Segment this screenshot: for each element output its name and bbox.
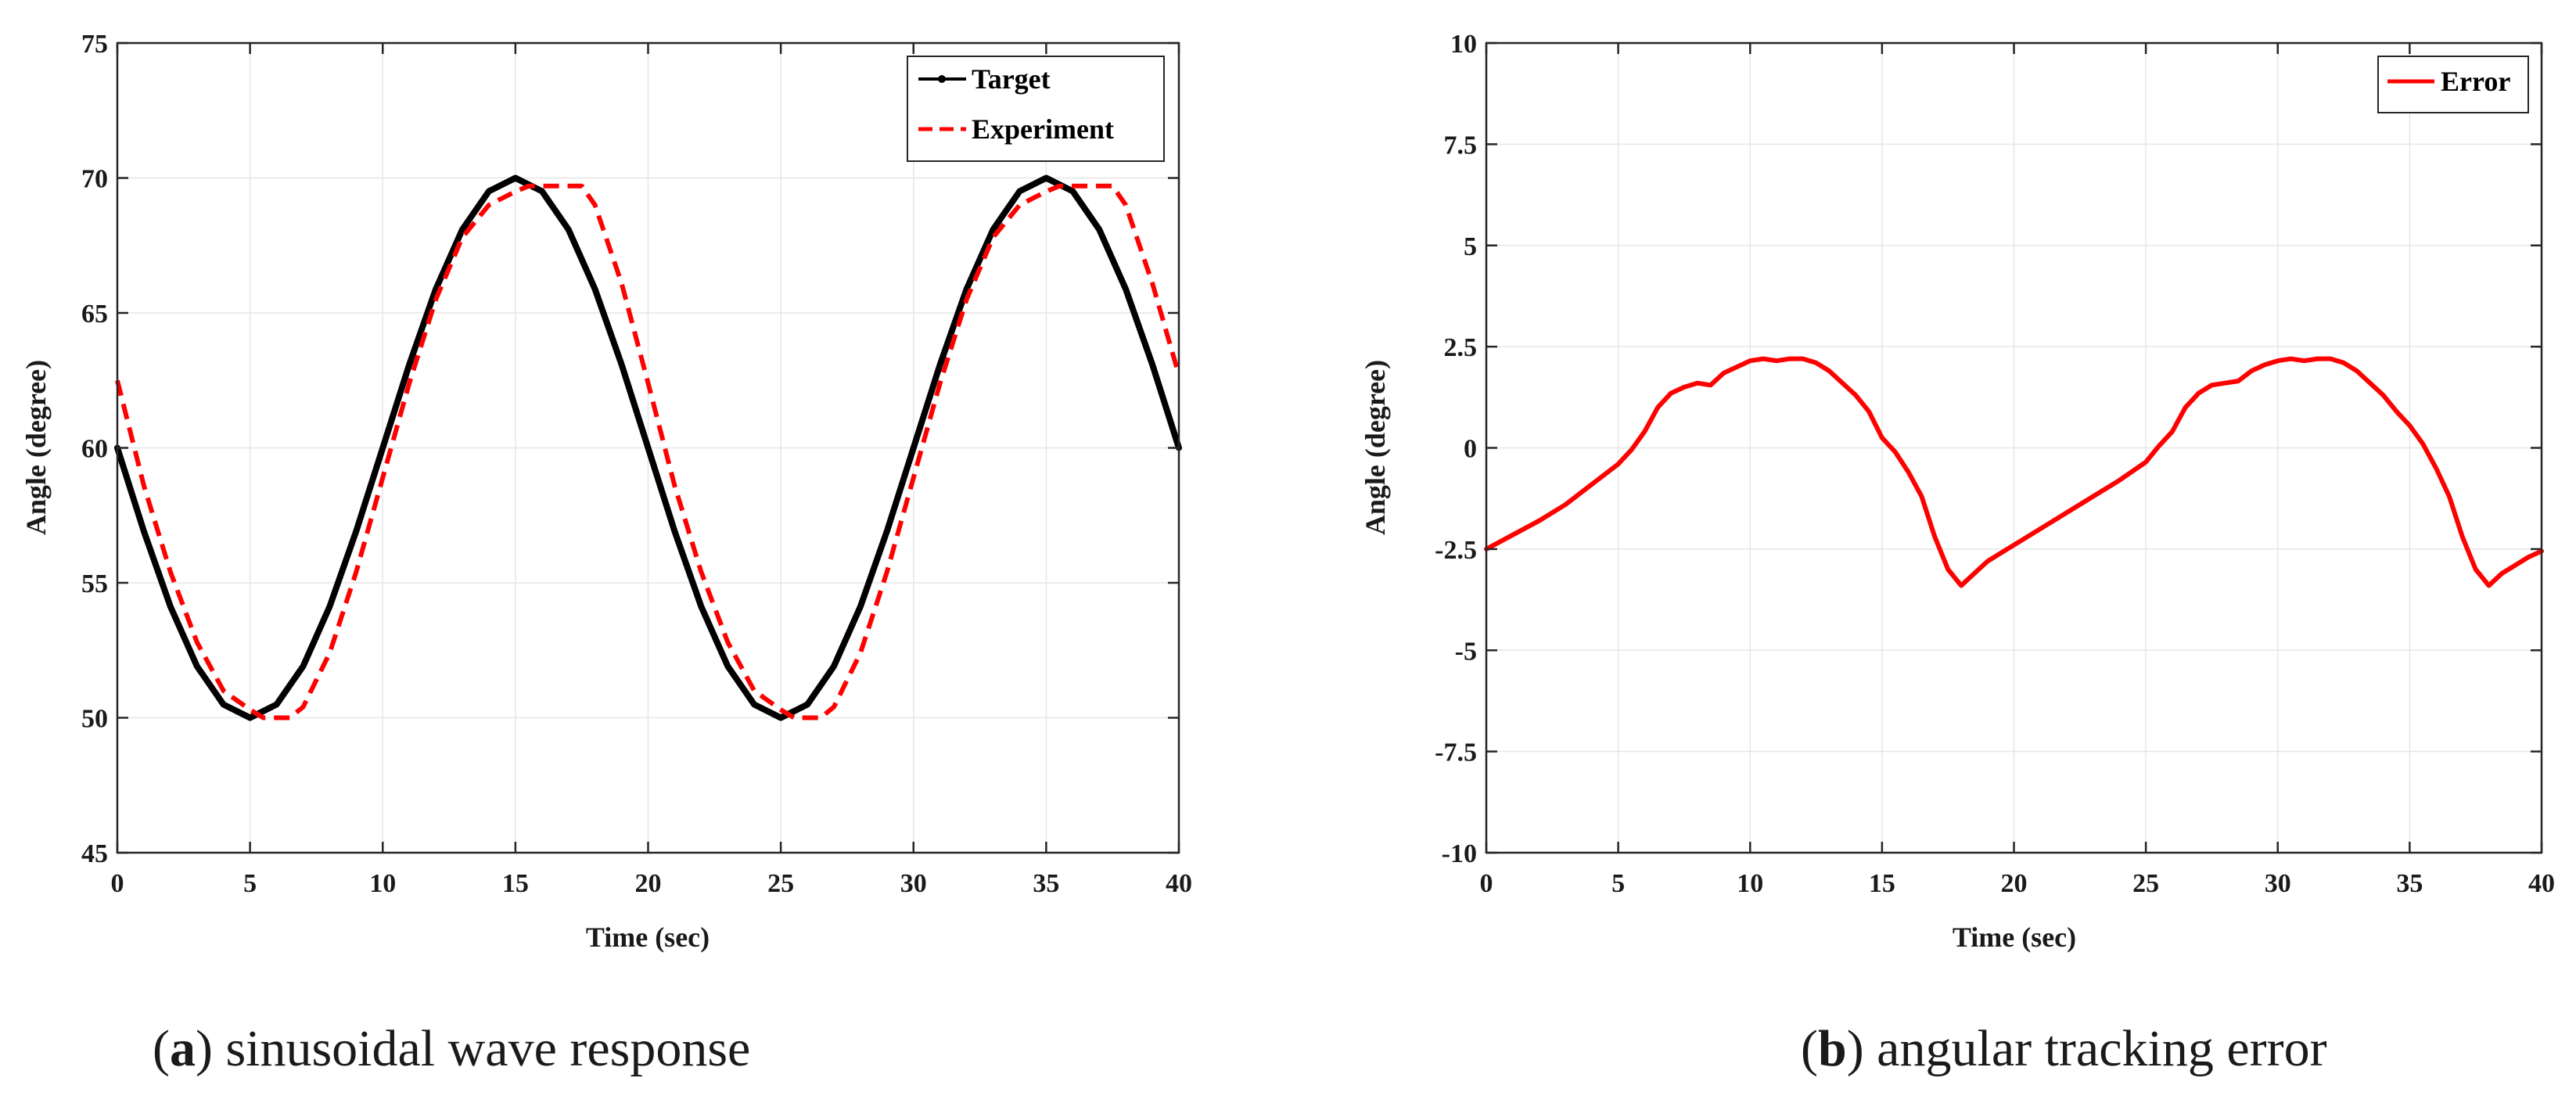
x-tick-label: 40	[1166, 869, 1192, 898]
tick-layer: 0 5 10 15 20 25 30 35 40 45 50 55 60 65 70 75	[81, 30, 1192, 898]
y-tick-label: 75	[81, 30, 108, 59]
caption-b: (b) angular tracking error	[1801, 1020, 2327, 1077]
x-axis-label: Time (sec)	[586, 922, 710, 953]
y-tick-label: 50	[81, 705, 108, 734]
chart-panel-b: 0 5 10 15 20 25 30 35 40-10-7.5-5-2.502.557.510 …	[1360, 30, 2555, 1077]
x-tick-label: 25	[2132, 869, 2159, 898]
y-tick-label: -10	[1442, 839, 1477, 868]
legend-box	[2377, 56, 2529, 113]
grid-lines	[1486, 43, 2542, 853]
x-tick-label: 40	[2528, 869, 2555, 898]
y-tick-label: 70	[81, 165, 108, 194]
x-tick-label: 15	[1869, 869, 1895, 898]
legend-box	[907, 56, 1165, 162]
x-tick-label: 35	[2396, 869, 2423, 898]
tick-layer: 0 5 10 15 20 25 30 35 40 -10 -7.5 -5 -2.5 0 2.5 5 7.5 10	[1435, 30, 2555, 898]
series-line-experiment	[115, 183, 1181, 720]
legend-marker-target	[938, 75, 946, 83]
x-tick-label: 25	[767, 869, 794, 898]
legend-label-experiment: Experiment	[972, 113, 1114, 145]
x-tick-label: 0	[1480, 869, 1493, 898]
series-line-error	[1484, 356, 2544, 588]
x-axis-label: Time (sec)	[1953, 922, 2076, 953]
y-tick-label: 65	[81, 300, 108, 329]
x-tick-label: 35	[1033, 869, 1059, 898]
x-tick-label: 5	[1611, 869, 1625, 898]
x-tick-label: 10	[1737, 869, 1763, 898]
y-tick-label: 10	[1450, 30, 1477, 59]
series-line-target	[114, 174, 1182, 721]
legend-label-error: Error	[2441, 66, 2510, 97]
y-axis-label: Angle (degree)	[1360, 360, 1391, 535]
x-tick-label: 15	[502, 869, 529, 898]
caption-a-open: (	[153, 1020, 170, 1077]
series-layer	[1484, 356, 2544, 588]
y-tick-label: -2.5	[1435, 536, 1477, 565]
caption-b-open: (	[1801, 1020, 1818, 1077]
y-tick-label: 5	[1464, 232, 1477, 261]
y-tick-label: -7.5	[1435, 738, 1477, 767]
y-tick-label: -5	[1455, 637, 1477, 666]
caption-a-letter: a	[170, 1020, 196, 1077]
y-axis-label: Angle (degree)	[20, 360, 52, 535]
legend-label-target: Target	[972, 63, 1051, 95]
y-tick-label: 0	[1464, 435, 1477, 464]
legend: Target Experiment	[907, 56, 1165, 162]
y-tick-label: 2.5	[1444, 333, 1478, 362]
legend: Error	[2377, 56, 2529, 113]
x-tick-label: 20	[635, 869, 662, 898]
y-tick-label: 55	[81, 570, 108, 598]
y-tick-label: 60	[81, 435, 108, 464]
x-tick-label: 30	[900, 869, 927, 898]
caption-a-text: ) sinusoidal wave response	[196, 1020, 750, 1077]
caption-b-letter: b	[1818, 1020, 1847, 1077]
x-tick-label: 10	[369, 869, 396, 898]
x-tick-label: 20	[2001, 869, 2028, 898]
caption-b-text: ) angular tracking error	[1847, 1020, 2327, 1077]
x-tick-label: 5	[243, 869, 257, 898]
chart-panel-a: 0 5 10 15 20 25 30 35 40 45 50 55 60 65 70 75 Time (sec…	[20, 30, 1192, 1077]
x-tick-label: 30	[2265, 869, 2291, 898]
series-layer	[114, 174, 1182, 721]
y-tick-label: 7.5	[1444, 131, 1478, 160]
caption-a: (a) sinusoidal wave response	[153, 1020, 750, 1077]
y-tick-label: 45	[81, 839, 108, 868]
x-tick-label: 0	[111, 869, 124, 898]
